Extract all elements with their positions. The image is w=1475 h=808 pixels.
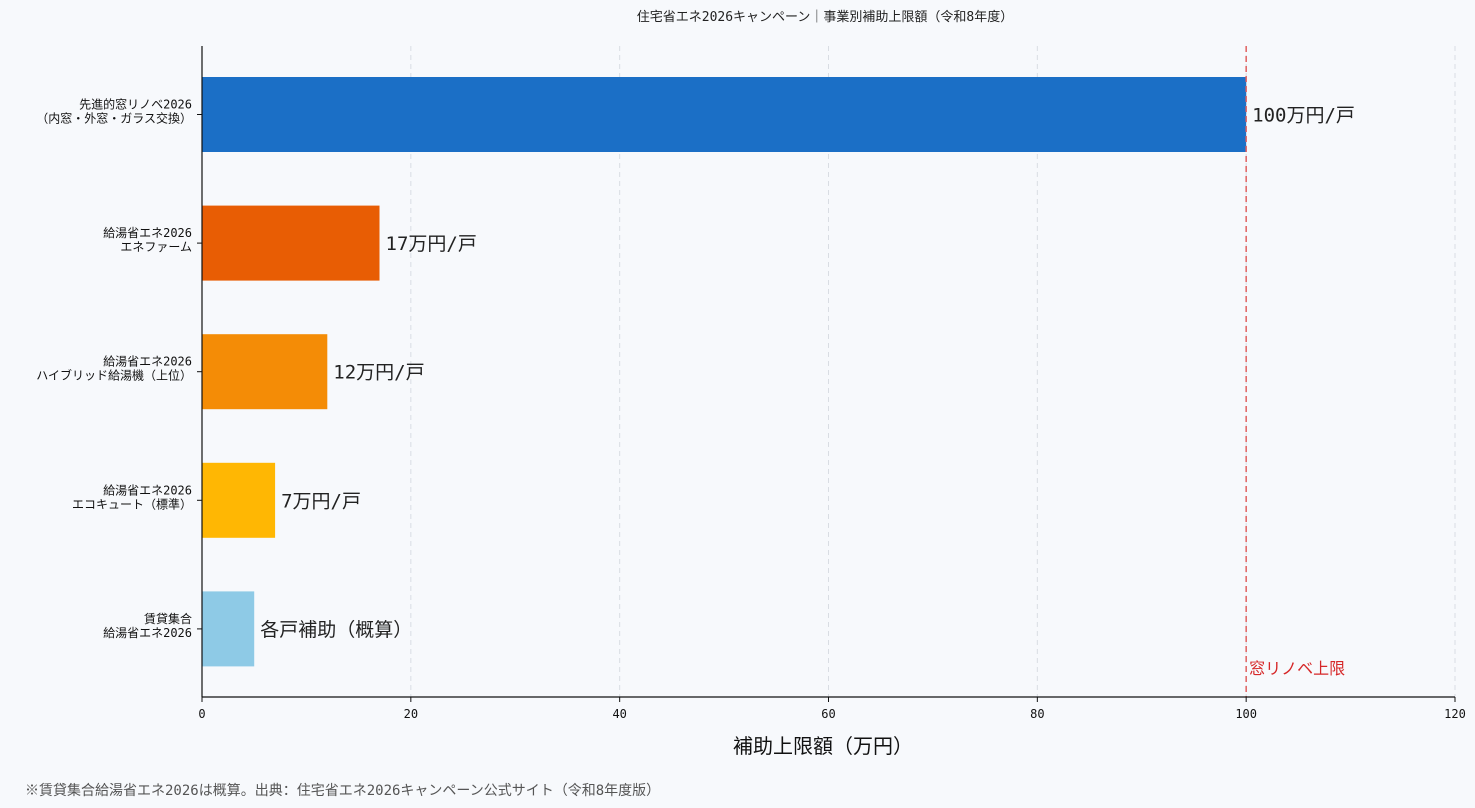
x-tick-label: 40 xyxy=(612,707,626,721)
bar xyxy=(202,205,380,281)
x-tick-label: 80 xyxy=(1030,707,1044,721)
category-label: 給湯省エネ2026 エネファーム xyxy=(103,226,192,254)
axes xyxy=(197,46,1456,702)
category-label: 給湯省エネ2026 ハイブリッド給湯機（上位） xyxy=(36,355,192,383)
value-label: 100万円/戸 xyxy=(1252,105,1355,127)
x-axis-title: 補助上限額（万円） xyxy=(733,734,913,758)
category-label: 給湯省エネ2026 エコキュート（標準） xyxy=(72,483,192,511)
x-tick-label: 60 xyxy=(821,707,835,721)
reference-line-label: 窓リノベ上限 xyxy=(1249,659,1345,678)
reference-line-group: 窓リノベ上限 xyxy=(1245,46,1345,697)
bar xyxy=(202,591,255,667)
category-label-line: 給湯省エネ2026 xyxy=(103,226,192,240)
x-tick-label: 120 xyxy=(1444,707,1466,721)
bar xyxy=(202,334,328,410)
category-label: 先進的窓リノベ2026 （内窓・外窓・ガラス交換） xyxy=(36,97,192,126)
category-label-line: 給湯省エネ2026 xyxy=(103,355,192,369)
category-label-line: エネファーム xyxy=(120,240,192,254)
category-labels: 先進的窓リノベ2026 （内窓・外窓・ガラス交換）給湯省エネ2026 エネファーム給… xyxy=(36,97,192,640)
footnote: ※賃貸集合給湯省エネ2026は概算。出典：住宅省エネ2026キャンペーン公式サイ… xyxy=(25,782,660,799)
category-label-line: エコキュート（標準） xyxy=(72,496,192,511)
value-label: 7万円/戸 xyxy=(281,490,361,512)
value-label: 12万円/戸 xyxy=(333,362,424,384)
x-tick-label: 20 xyxy=(404,707,418,721)
chart-title: 住宅省エネ2026キャンペーン｜事業別補助上限額（令和8年度） xyxy=(637,9,1013,25)
category-label-line: 給湯省エネ2026 xyxy=(103,483,192,497)
category-label-line: （内窓・外窓・ガラス交換） xyxy=(36,111,192,126)
category-label-line: 給湯省エネ2026 xyxy=(103,626,192,640)
bar xyxy=(202,77,1247,152)
bar xyxy=(202,462,276,538)
category-label-line: 先進的窓リノベ2026 xyxy=(79,97,192,112)
category-label-line: 賃貸集合 xyxy=(144,611,192,626)
bars xyxy=(202,77,1247,667)
x-tick-label: 100 xyxy=(1235,707,1257,721)
x-tick-labels: 0 20 40 60 80 100 120 xyxy=(198,707,1465,721)
category-label: 賃貸集合給湯省エネ2026 xyxy=(103,611,192,640)
value-label: 17万円/戸 xyxy=(386,233,477,255)
x-tick-label: 0 xyxy=(198,707,205,721)
value-label: 各戸補助（概算） xyxy=(260,619,412,641)
category-label-line: ハイブリッド給湯機（上位） xyxy=(36,368,192,383)
